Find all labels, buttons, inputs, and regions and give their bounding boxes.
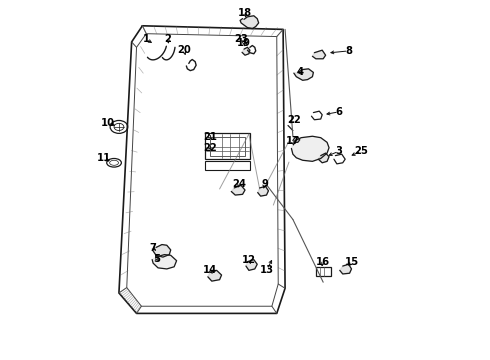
Text: 6: 6 — [335, 107, 343, 117]
Text: 23: 23 — [234, 35, 248, 44]
Text: 10: 10 — [101, 118, 115, 128]
Text: 19: 19 — [237, 38, 251, 48]
FancyBboxPatch shape — [205, 134, 250, 159]
Text: 3: 3 — [335, 146, 342, 156]
Text: 14: 14 — [203, 265, 217, 275]
Text: 13: 13 — [260, 265, 274, 275]
Polygon shape — [242, 47, 250, 55]
Text: 12: 12 — [242, 255, 256, 265]
Text: 25: 25 — [354, 146, 368, 156]
Text: 15: 15 — [344, 257, 359, 267]
Text: 17: 17 — [286, 136, 300, 146]
Polygon shape — [293, 137, 300, 142]
Text: 11: 11 — [97, 153, 111, 163]
Polygon shape — [152, 255, 176, 269]
Text: 2: 2 — [164, 35, 171, 44]
Text: 16: 16 — [316, 257, 330, 267]
Text: 1: 1 — [143, 35, 150, 44]
Text: 22: 22 — [203, 143, 217, 153]
Text: 20: 20 — [177, 45, 191, 55]
Polygon shape — [208, 270, 221, 281]
Polygon shape — [153, 244, 171, 257]
Polygon shape — [246, 260, 257, 270]
Polygon shape — [231, 185, 245, 195]
Polygon shape — [294, 69, 314, 80]
Polygon shape — [318, 153, 329, 163]
Ellipse shape — [107, 158, 122, 167]
Polygon shape — [258, 186, 269, 196]
Polygon shape — [292, 136, 329, 161]
Text: 7: 7 — [150, 243, 157, 253]
Circle shape — [110, 121, 128, 134]
Polygon shape — [340, 264, 351, 274]
Text: 24: 24 — [232, 179, 246, 189]
Text: 21: 21 — [203, 132, 217, 142]
Polygon shape — [240, 16, 259, 29]
Text: 4: 4 — [296, 67, 303, 77]
FancyBboxPatch shape — [205, 161, 250, 170]
Text: 8: 8 — [345, 46, 352, 56]
Text: 5: 5 — [153, 254, 161, 264]
Text: 9: 9 — [261, 179, 268, 189]
Text: 22: 22 — [287, 115, 301, 125]
Polygon shape — [313, 50, 326, 59]
FancyBboxPatch shape — [316, 267, 331, 276]
Text: 18: 18 — [238, 8, 252, 18]
